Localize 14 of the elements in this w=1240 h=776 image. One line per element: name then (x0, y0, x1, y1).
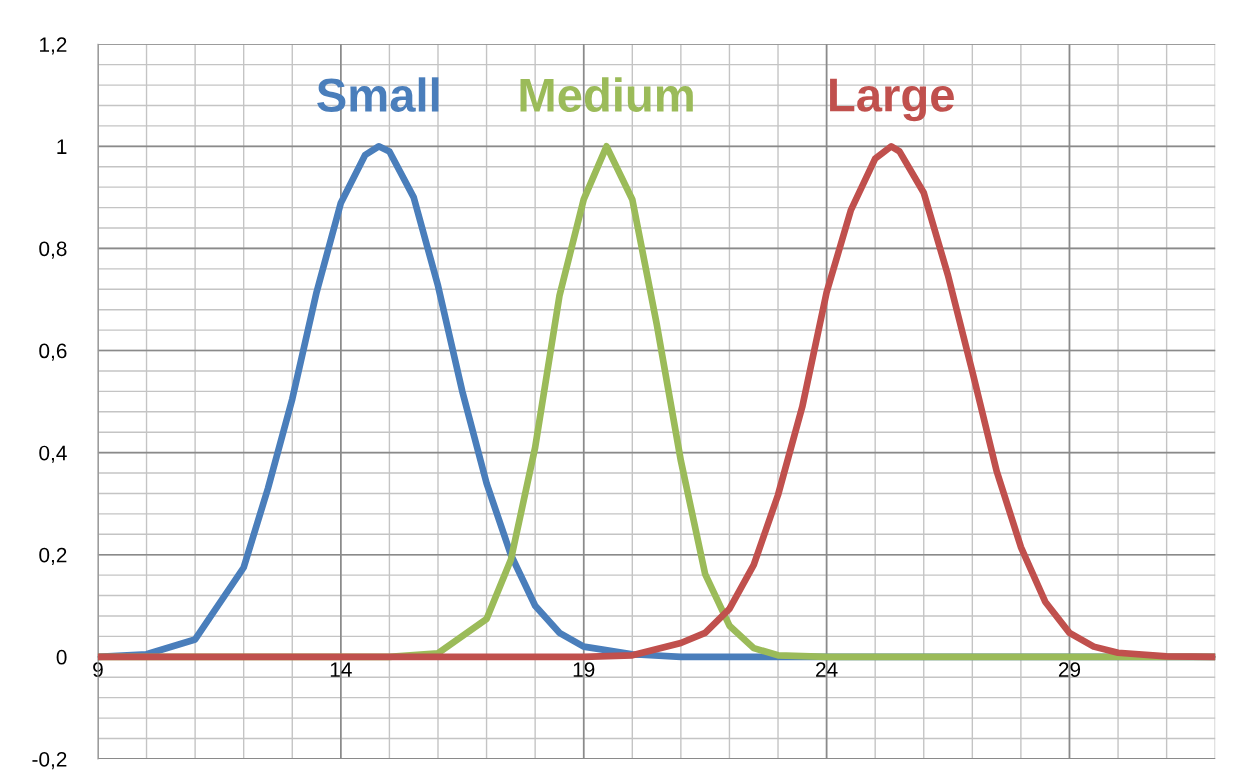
series-label: Large (830, 78, 954, 122)
x-tick-label: 19 (573, 662, 595, 677)
y-tick-label: 0,6 (39, 343, 67, 361)
y-tick-label: 0,2 (39, 547, 67, 565)
y-tick-label: 0,4 (39, 445, 67, 463)
y-tick-label: 0 (56, 649, 67, 665)
y-tick-label: 0,8 (39, 241, 67, 259)
y-tick-label: -0,2 (32, 751, 67, 770)
x-tick-label: 14 (330, 662, 352, 677)
y-tick-label: 1 (57, 139, 67, 154)
y-tick-label: 1,2 (40, 37, 67, 55)
x-tick-label: 9 (93, 662, 103, 677)
x-tick-label: 29 (1058, 662, 1081, 677)
x-tick-label: 24 (816, 662, 838, 677)
